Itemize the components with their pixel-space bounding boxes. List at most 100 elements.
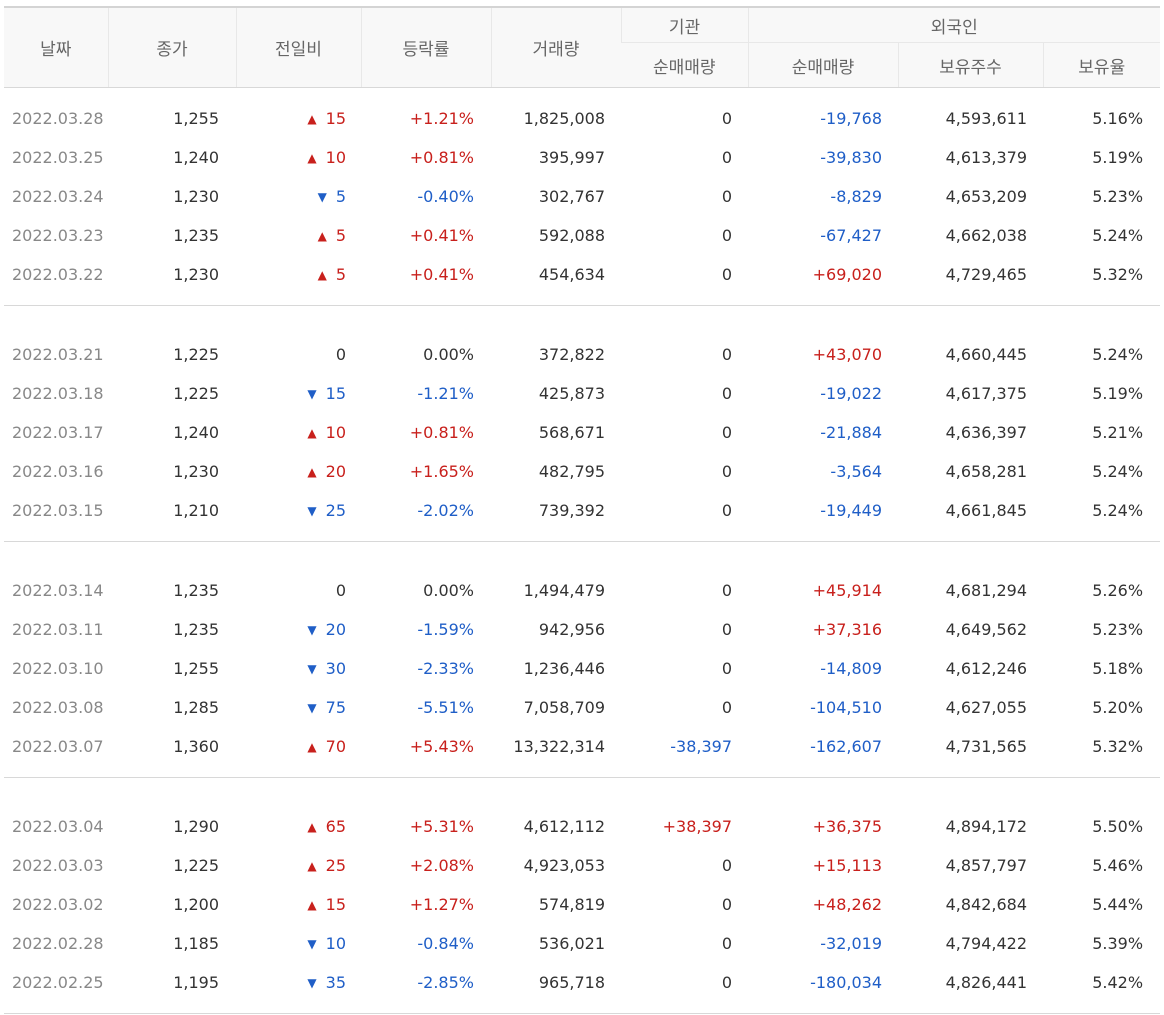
foreign-holdings-cell: 4,681,294 — [898, 571, 1043, 610]
diff-value: 15 — [326, 384, 346, 403]
volume-cell: 425,873 — [491, 374, 621, 413]
foreign-net-cell: -3,564 — [748, 452, 898, 491]
diff-value: 5 — [336, 187, 346, 206]
group-spacer — [4, 307, 1160, 335]
header-foreign-holdings: 보유주수 — [898, 43, 1043, 88]
triangle-up-icon: ▲ — [307, 151, 316, 165]
volume-cell: 7,058,709 — [491, 688, 621, 727]
foreign-ratio-cell: 5.21% — [1043, 413, 1160, 452]
date-cell: 2022.02.25 — [4, 963, 108, 1002]
triangle-down-icon: ▼ — [307, 623, 316, 637]
foreign-holdings-cell: 4,612,246 — [898, 649, 1043, 688]
rate-cell: -1.59% — [361, 610, 491, 649]
foreign-holdings-cell: 4,842,684 — [898, 885, 1043, 924]
close-cell: 1,230 — [108, 452, 236, 491]
triangle-up-icon: ▲ — [307, 898, 316, 912]
diff-value: 75 — [326, 698, 346, 717]
diff-value: 25 — [326, 856, 346, 875]
foreign-holdings-cell: 4,826,441 — [898, 963, 1043, 1002]
triangle-up-icon: ▲ — [307, 859, 316, 873]
foreign-net-cell: -19,449 — [748, 491, 898, 530]
triangle-down-icon: ▼ — [307, 504, 316, 518]
date-cell: 2022.03.16 — [4, 452, 108, 491]
close-cell: 1,230 — [108, 177, 236, 216]
institution-net-cell: 0 — [621, 610, 748, 649]
date-cell: 2022.03.17 — [4, 413, 108, 452]
group-spacer — [4, 294, 1160, 306]
rate-cell: +1.65% — [361, 452, 491, 491]
date-cell: 2022.03.03 — [4, 846, 108, 885]
foreign-net-cell: -8,829 — [748, 177, 898, 216]
institution-net-cell: 0 — [621, 571, 748, 610]
stock-trading-table: 날짜 종가 전일비 등락률 거래량 기관 외국인 순매매량 순매매량 보유주수 … — [4, 6, 1160, 1015]
volume-cell: 372,822 — [491, 335, 621, 374]
group-spacer — [4, 1002, 1160, 1014]
volume-cell: 4,923,053 — [491, 846, 621, 885]
rate-cell: +0.41% — [361, 255, 491, 294]
triangle-up-icon: ▲ — [318, 229, 327, 243]
close-cell: 1,200 — [108, 885, 236, 924]
close-cell: 1,225 — [108, 335, 236, 374]
institution-net-cell: 0 — [621, 846, 748, 885]
foreign-ratio-cell: 5.24% — [1043, 452, 1160, 491]
rate-cell: +5.31% — [361, 807, 491, 846]
foreign-net-cell: -14,809 — [748, 649, 898, 688]
spacer-cell — [4, 88, 1160, 100]
spacer-cell — [4, 779, 1160, 807]
diff-cell: ▲10 — [236, 413, 361, 452]
volume-cell: 1,236,446 — [491, 649, 621, 688]
header-institution: 기관 — [621, 7, 748, 43]
rate-cell: 0.00% — [361, 571, 491, 610]
diff-cell: ▲20 — [236, 452, 361, 491]
diff-cell: ▲65 — [236, 807, 361, 846]
rate-cell: +1.27% — [361, 885, 491, 924]
header-foreign-net: 순매매량 — [748, 43, 898, 88]
rate-cell: -2.85% — [361, 963, 491, 1002]
date-cell: 2022.03.15 — [4, 491, 108, 530]
triangle-down-icon: ▼ — [307, 976, 316, 990]
rate-cell: +1.21% — [361, 99, 491, 138]
close-cell: 1,225 — [108, 374, 236, 413]
diff-value: 5 — [336, 265, 346, 284]
rate-cell: +0.41% — [361, 216, 491, 255]
foreign-ratio-cell: 5.32% — [1043, 255, 1160, 294]
diff-value: 0 — [336, 345, 346, 364]
rate-cell: -2.33% — [361, 649, 491, 688]
spacer-cell — [4, 1002, 1160, 1014]
close-cell: 1,210 — [108, 491, 236, 530]
header-date: 날짜 — [4, 7, 108, 88]
date-cell: 2022.03.08 — [4, 688, 108, 727]
foreign-holdings-cell: 4,729,465 — [898, 255, 1043, 294]
close-cell: 1,235 — [108, 216, 236, 255]
diff-value: 15 — [326, 109, 346, 128]
foreign-net-cell: -19,022 — [748, 374, 898, 413]
diff-cell: 0 — [236, 335, 361, 374]
foreign-net-cell: -21,884 — [748, 413, 898, 452]
rate-cell: +0.81% — [361, 138, 491, 177]
close-cell: 1,360 — [108, 727, 236, 766]
close-cell: 1,290 — [108, 807, 236, 846]
foreign-ratio-cell: 5.19% — [1043, 138, 1160, 177]
institution-net-cell: 0 — [621, 138, 748, 177]
header-close: 종가 — [108, 7, 236, 88]
foreign-ratio-cell: 5.24% — [1043, 491, 1160, 530]
close-cell: 1,235 — [108, 571, 236, 610]
group-spacer — [4, 766, 1160, 778]
foreign-net-cell: -104,510 — [748, 688, 898, 727]
institution-net-cell: 0 — [621, 963, 748, 1002]
triangle-up-icon: ▲ — [307, 465, 316, 479]
volume-cell: 395,997 — [491, 138, 621, 177]
diff-cell: ▼5 — [236, 177, 361, 216]
triangle-down-icon: ▼ — [307, 387, 316, 401]
foreign-net-cell: +15,113 — [748, 846, 898, 885]
